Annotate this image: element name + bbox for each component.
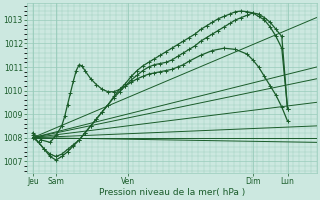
X-axis label: Pression niveau de la mer( hPa ): Pression niveau de la mer( hPa ) [99, 188, 245, 197]
